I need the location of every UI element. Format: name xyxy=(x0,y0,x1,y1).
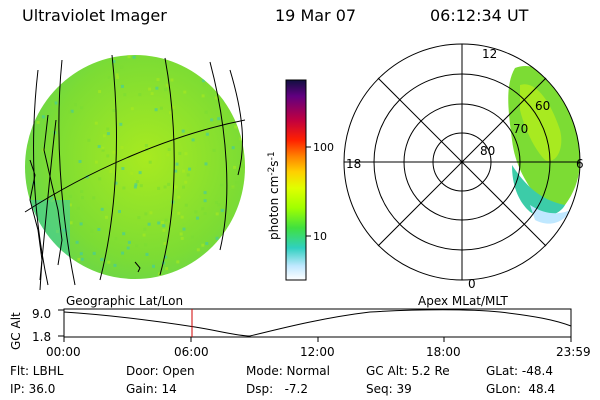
x-label-1200: 12:00 xyxy=(300,345,335,359)
door-readout: Door: Open xyxy=(126,364,195,378)
earth-disk-image xyxy=(24,54,246,291)
time-readout: 06:12:34 UT xyxy=(430,6,529,25)
coastline xyxy=(29,114,141,291)
ring-label-70: 70 xyxy=(513,122,528,136)
glon-readout: GLon: 48.4 xyxy=(486,382,556,396)
x-label-2359: 23:59 xyxy=(556,345,591,359)
ip-readout: IP: 36.0 xyxy=(10,382,56,396)
seq-readout: Seq: 39 xyxy=(366,382,412,396)
x-label-0000: 00:00 xyxy=(46,345,81,359)
polar-label-12: 12 xyxy=(482,47,497,61)
dsp-readout: Dsp: -7.2 xyxy=(246,382,309,396)
x-label-1800: 18:00 xyxy=(426,345,461,359)
y-label-max: 9.0 xyxy=(32,307,51,321)
date-readout: 19 Mar 07 xyxy=(275,6,357,25)
filter-readout: Flt: LBHL xyxy=(10,364,64,378)
colorbar-tick-10: 10 xyxy=(313,230,327,243)
glat-readout: GLat: -48.4 xyxy=(486,364,553,378)
gain-readout: Gain: 14 xyxy=(126,382,177,396)
polar-label-18: 18 xyxy=(346,157,361,171)
timeline-axis-title: GC Alt xyxy=(9,312,23,350)
x-label-0600: 06:00 xyxy=(174,345,209,359)
polar-label-6: 6 xyxy=(576,157,584,171)
app-title: Ultraviolet Imager xyxy=(22,6,167,25)
colorbar-label: photon cm-2s-1 xyxy=(267,151,281,240)
altitude-timeline: Geographic Lat/Lon Apex MLat/MLT 9.0 1.8… xyxy=(9,294,591,359)
mode-readout: Mode: Normal xyxy=(246,364,330,378)
ring-label-80: 80 xyxy=(480,144,495,158)
auroral-oval-image xyxy=(508,66,580,224)
polar-label-0: 0 xyxy=(468,277,476,291)
colorbar: 100 10 photon cm-2s-1 xyxy=(267,79,334,281)
colorbar-tick-100: 100 xyxy=(313,141,334,154)
y-label-min: 1.8 xyxy=(32,330,51,344)
polar-plot: 12 0 18 6 80 70 60 xyxy=(343,43,584,291)
gc-alt-readout: GC Alt: 5.2 Re xyxy=(366,364,450,378)
timeline-right-caption: Apex MLat/MLT xyxy=(418,294,508,308)
timeline-left-caption: Geographic Lat/Lon xyxy=(66,294,183,308)
ring-label-60: 60 xyxy=(535,99,550,113)
